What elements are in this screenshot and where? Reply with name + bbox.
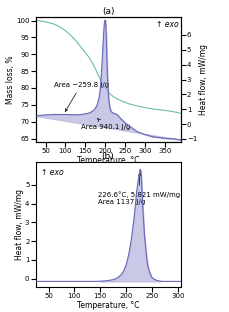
- Text: ↑ exo: ↑ exo: [156, 20, 178, 29]
- Text: Area 940.1 J/g: Area 940.1 J/g: [81, 119, 130, 129]
- X-axis label: Temperature, °C: Temperature, °C: [76, 156, 139, 165]
- Title: (a): (a): [101, 7, 114, 17]
- Text: ↑ exo: ↑ exo: [41, 168, 64, 178]
- X-axis label: Temperature, °C: Temperature, °C: [76, 301, 139, 310]
- Y-axis label: Heat flow, mW/mg: Heat flow, mW/mg: [198, 44, 207, 115]
- Title: (b): (b): [101, 153, 114, 162]
- Y-axis label: Mass loss, %: Mass loss, %: [5, 55, 14, 104]
- Y-axis label: Heat flow, mW/mg: Heat flow, mW/mg: [14, 189, 23, 260]
- Text: Area −259.8 J/g: Area −259.8 J/g: [53, 82, 108, 111]
- Text: 226.6°C, 5.821 mW/mg
Area 1137 J/g: 226.6°C, 5.821 mW/mg Area 1137 J/g: [97, 173, 179, 205]
